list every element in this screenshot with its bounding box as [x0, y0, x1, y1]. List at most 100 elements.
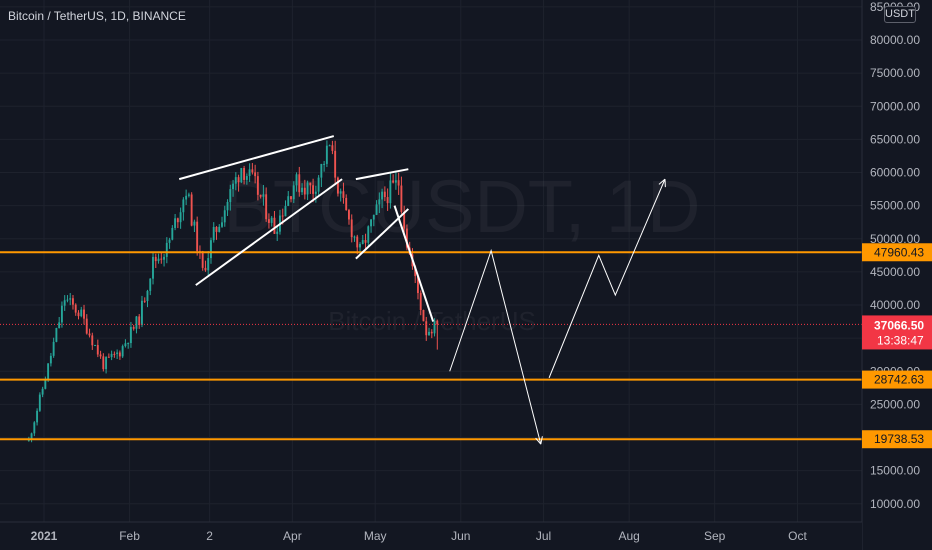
y-tick-label: 10000.00: [870, 497, 920, 511]
candle-up: [207, 258, 210, 271]
candle-up: [372, 214, 375, 220]
candle-down: [77, 312, 80, 317]
y-tick-label: 70000.00: [870, 99, 920, 113]
y-tick-label: 55000.00: [870, 199, 920, 213]
candle-up: [389, 180, 392, 204]
candle-down: [196, 221, 199, 252]
candle-up: [41, 388, 44, 395]
x-tick-label: Apr: [283, 529, 302, 543]
candle-down: [422, 310, 425, 322]
candle-down: [383, 191, 386, 198]
candle-down: [251, 169, 254, 173]
candle-down: [107, 356, 110, 358]
candle-down: [215, 226, 218, 232]
candle-down: [190, 194, 193, 226]
arrow-head: [535, 437, 542, 445]
candle-down: [243, 168, 246, 180]
price-axis-pane: [862, 0, 932, 550]
candle-down: [143, 300, 146, 302]
candle-up: [135, 316, 138, 329]
projection-path: [548, 178, 666, 379]
candle-up: [69, 298, 72, 300]
y-tick-label: 80000.00: [870, 33, 920, 47]
horizontal-levels[interactable]: [0, 251, 862, 441]
candle-up: [63, 300, 66, 306]
candle-down: [312, 185, 315, 194]
x-tick-label: Oct: [788, 529, 807, 543]
candle-down: [303, 187, 306, 195]
currency-button[interactable]: USDT: [884, 6, 916, 23]
candle-down: [88, 333, 91, 336]
candle-up: [240, 168, 243, 183]
trendline: [355, 168, 409, 181]
candle-down: [96, 345, 99, 355]
candle-up: [179, 212, 182, 223]
last-price-label: 37066.50: [874, 318, 924, 332]
candle-up: [187, 194, 190, 196]
candle-up: [110, 353, 113, 358]
y-tick-label: 60000.00: [870, 166, 920, 180]
candle-down: [154, 256, 157, 262]
candle-down: [425, 321, 428, 336]
candle-up: [141, 300, 143, 326]
candle-up: [270, 217, 273, 223]
projection-arrows[interactable]: [449, 178, 666, 445]
candle-up: [306, 182, 309, 195]
candle-up: [325, 145, 328, 164]
trendline: [178, 135, 335, 181]
candle-down: [118, 352, 121, 357]
candle-down: [72, 298, 74, 305]
candle-up: [359, 244, 361, 248]
level-price-tag: [862, 430, 932, 449]
candle-down: [392, 180, 395, 183]
candle-up: [433, 320, 436, 334]
candle-up: [38, 394, 41, 411]
candle-down: [419, 293, 422, 311]
candle-down: [386, 197, 389, 204]
candle-down: [298, 174, 301, 193]
candle-down: [83, 309, 85, 319]
price-axis[interactable]: 85000.0080000.0075000.0070000.0065000.00…: [861, 0, 932, 550]
candle-up: [367, 226, 370, 243]
candle-up: [287, 196, 290, 206]
candle-up: [375, 204, 378, 215]
y-tick-label: 25000.00: [870, 397, 920, 411]
x-tick-label: Jul: [536, 529, 551, 543]
candle-down: [204, 267, 207, 271]
trendline: [355, 208, 410, 260]
x-tick-label: Sep: [704, 529, 726, 543]
candle-up: [394, 180, 397, 183]
candle-down: [417, 276, 419, 294]
candle-up: [52, 341, 55, 356]
trendline-drawings[interactable]: [178, 135, 435, 322]
candle-down: [201, 251, 204, 268]
candle-down: [176, 218, 179, 223]
candle-down: [259, 194, 262, 197]
candle-down: [336, 177, 339, 194]
candle-up: [157, 258, 160, 262]
x-tick-label: Aug: [618, 529, 639, 543]
candle-up: [182, 199, 185, 213]
candle-down: [309, 182, 312, 186]
candle-up: [30, 433, 33, 440]
candle-up: [361, 240, 364, 245]
x-tick-label: Feb: [119, 529, 140, 543]
candle-down: [342, 191, 345, 198]
candle-down: [436, 320, 439, 325]
trendline: [195, 178, 343, 286]
candle-up: [55, 328, 58, 342]
candle-down: [430, 331, 433, 334]
candle-down: [273, 217, 276, 234]
candle-down: [281, 215, 284, 217]
candle-up: [146, 290, 149, 302]
candle-up: [58, 322, 61, 329]
candle-up: [80, 309, 83, 317]
candle-up: [226, 201, 229, 211]
level-price-label: 47960.43: [874, 245, 924, 259]
candle-up: [276, 231, 279, 234]
time-axis[interactable]: 2021 Feb 2 Apr May Jun Jul Aug Sep Oct: [0, 521, 862, 550]
candle-down: [290, 196, 292, 200]
candle-up: [328, 145, 331, 147]
